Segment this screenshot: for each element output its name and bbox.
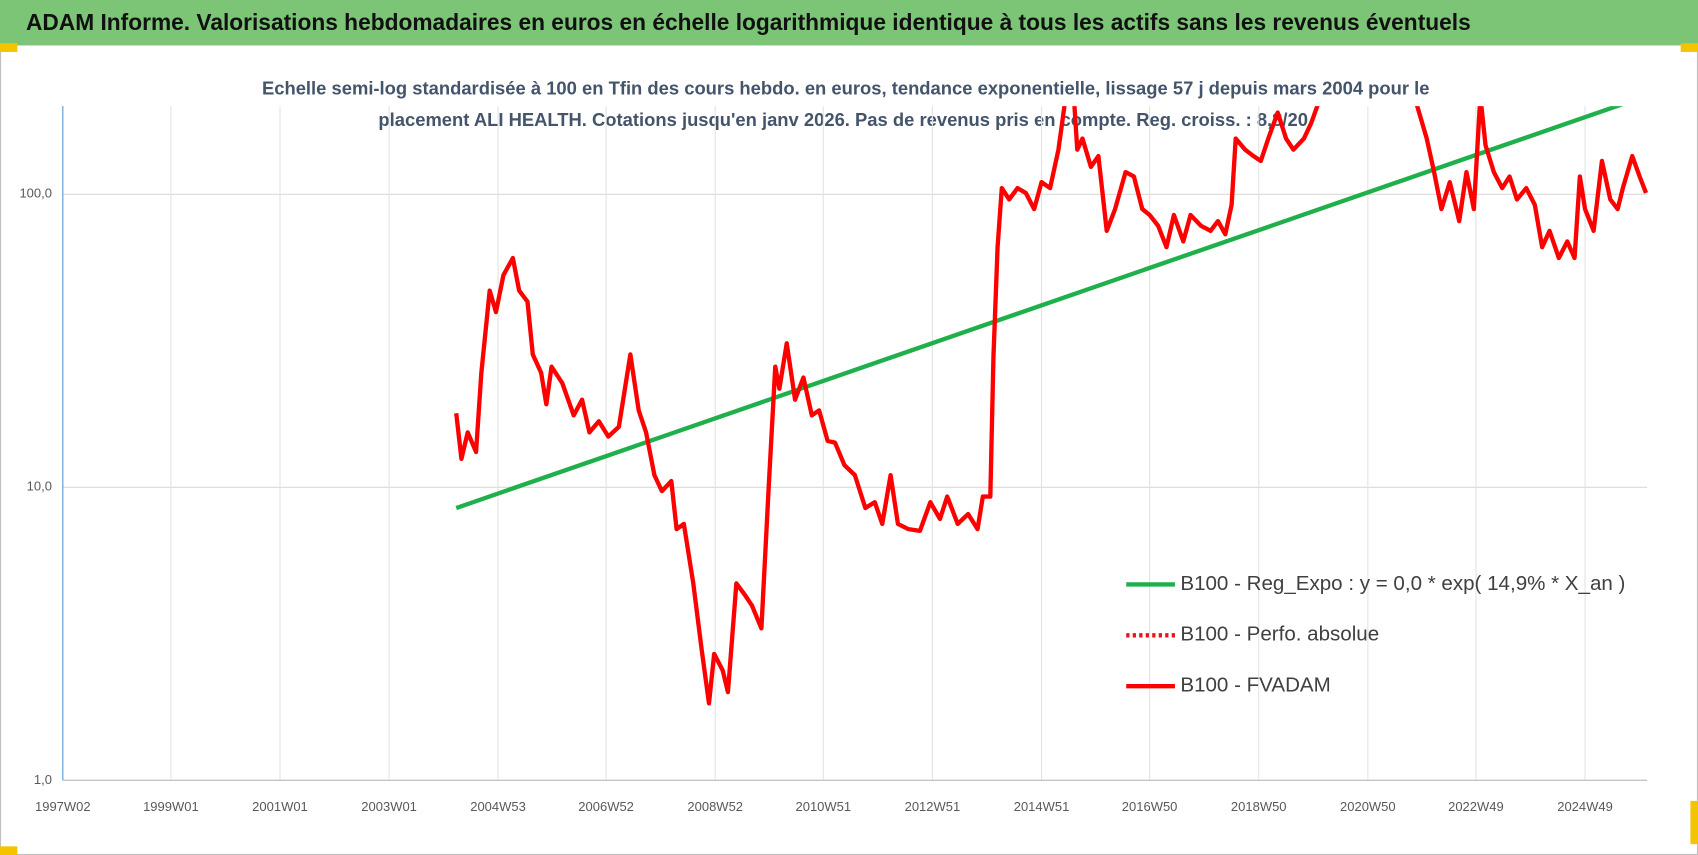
legend: B100 - Reg_Expo : y = 0,0 * exp( 14,9% *… bbox=[1126, 572, 1625, 697]
grid: 1,0 10,0 100,0 1997W02 1999W01 2001W01 2003W01… bbox=[19, 106, 1648, 814]
x-tick-label: 2003W01 bbox=[361, 799, 417, 814]
legend-label: B100 - Reg_Expo : y = 0,0 * exp( 14,9% *… bbox=[1180, 572, 1625, 595]
x-tick-label: 2016W50 bbox=[1122, 799, 1178, 814]
x-tick-label: 2010W51 bbox=[796, 799, 852, 814]
legend-label: B100 - FVADAM bbox=[1180, 674, 1330, 697]
x-tick-label: 2020W50 bbox=[1340, 799, 1396, 814]
x-tick-label: 2004W53 bbox=[470, 799, 526, 814]
x-tick-label: 2012W51 bbox=[905, 799, 961, 814]
x-tick-label: 1999W01 bbox=[143, 799, 199, 814]
corner-accent bbox=[1680, 43, 1698, 52]
corner-accent bbox=[1690, 800, 1698, 845]
x-tick-label: 2014W51 bbox=[1014, 799, 1070, 814]
plot bbox=[454, 106, 1649, 706]
y-tick-label: 1,0 bbox=[34, 772, 52, 787]
x-tick-label: 2024W49 bbox=[1557, 799, 1613, 814]
x-tick-label: 1997W02 bbox=[35, 799, 91, 814]
x-tick-label: 2022W49 bbox=[1448, 799, 1504, 814]
chart-title: ADAM Informe. Valorisations hebdomadaire… bbox=[26, 9, 1471, 35]
chart-subtitle: placement ALI HEALTH. Cotations jusqu'en… bbox=[378, 109, 1313, 130]
corner-accent bbox=[0, 846, 18, 855]
header-bar bbox=[0, 0, 1698, 46]
series-line bbox=[454, 106, 1649, 706]
x-tick-label: 2006W52 bbox=[578, 799, 634, 814]
x-tick-label: 2018W50 bbox=[1231, 799, 1287, 814]
corner-accent bbox=[0, 43, 18, 52]
chart-subtitle: Echelle semi-log standardisée à 100 en T… bbox=[262, 78, 1430, 99]
y-tick-label: 10,0 bbox=[27, 479, 52, 494]
x-tick-label: 2001W01 bbox=[252, 799, 308, 814]
x-tick-label: 2008W52 bbox=[687, 799, 743, 814]
legend-label: B100 - Perfo. absolue bbox=[1180, 623, 1379, 646]
y-tick-label: 100,0 bbox=[19, 186, 52, 201]
series-line bbox=[455, 106, 1624, 511]
